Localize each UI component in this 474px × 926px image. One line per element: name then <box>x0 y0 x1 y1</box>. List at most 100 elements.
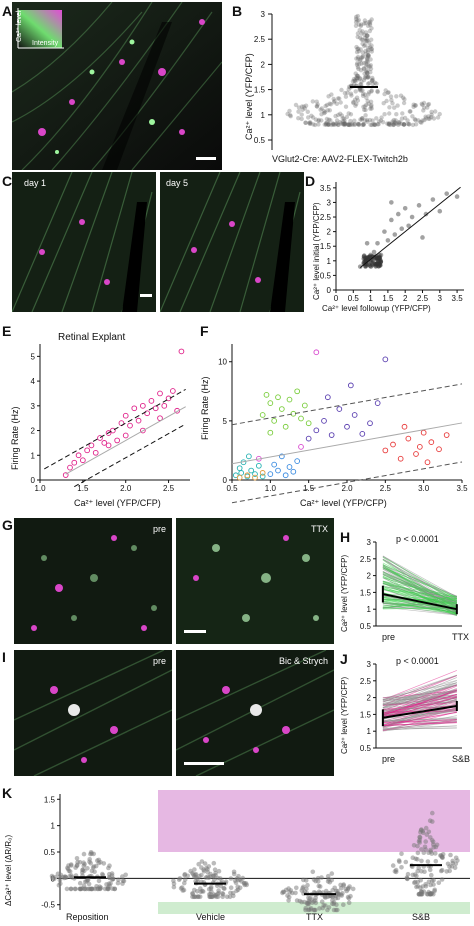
pair-line <box>382 712 457 726</box>
pair-line <box>382 698 457 701</box>
data-point <box>372 122 377 127</box>
data-point <box>171 884 177 890</box>
data-point <box>369 43 374 48</box>
data-point <box>358 117 363 122</box>
data-point <box>157 390 163 397</box>
data-point <box>365 48 371 53</box>
data-point <box>433 109 438 114</box>
data-point <box>352 78 357 84</box>
data-point <box>361 77 367 83</box>
data-point <box>436 446 442 453</box>
data-point <box>363 118 368 123</box>
data-point <box>331 96 336 102</box>
pair-line <box>382 698 457 728</box>
data-point <box>455 858 460 863</box>
data-point <box>116 877 121 882</box>
data-point <box>411 104 416 110</box>
data-point <box>399 116 405 121</box>
data-point <box>324 122 329 127</box>
y-tick-label: 1.5 <box>320 242 332 251</box>
panel-c-day1-image: day 1 <box>12 172 156 312</box>
data-point <box>64 886 70 892</box>
data-point <box>68 886 74 892</box>
data-point <box>88 850 94 855</box>
data-point <box>259 412 266 418</box>
data-point <box>352 122 357 127</box>
data-point <box>389 200 394 205</box>
data-point <box>346 122 352 127</box>
data-point <box>323 122 329 127</box>
data-point <box>329 122 334 128</box>
data-point <box>322 122 327 127</box>
pair-line <box>382 580 457 605</box>
y-tick-label: 0 <box>31 476 36 485</box>
data-point <box>343 104 349 109</box>
data-point <box>330 121 336 126</box>
data-point <box>165 395 172 402</box>
data-point <box>324 394 331 401</box>
data-point <box>370 262 375 268</box>
data-point <box>334 121 340 126</box>
data-point <box>341 119 346 125</box>
data-point <box>381 101 386 106</box>
data-point <box>389 98 394 103</box>
data-point <box>177 876 183 881</box>
data-point <box>354 95 360 100</box>
data-point <box>355 34 360 40</box>
x-tick-label: 2.5 <box>417 294 429 303</box>
data-point <box>81 860 86 865</box>
data-point <box>364 64 369 69</box>
panel-i-bicstrych-image: Bic & Strych <box>176 650 334 776</box>
data-point <box>349 121 355 127</box>
data-point <box>433 858 439 864</box>
data-point <box>170 388 176 394</box>
data-point <box>355 73 360 78</box>
data-point <box>351 100 356 106</box>
data-point <box>423 825 429 831</box>
data-point <box>194 889 200 894</box>
data-point <box>190 891 195 896</box>
data-point <box>429 114 434 120</box>
data-point <box>87 857 92 862</box>
data-point <box>220 891 225 896</box>
data-point <box>114 437 120 444</box>
data-point <box>427 116 432 121</box>
data-point <box>309 113 314 119</box>
data-point <box>112 886 117 892</box>
data-point <box>376 261 382 267</box>
y-tick-label: 0.5 <box>360 622 372 631</box>
data-point <box>316 118 321 124</box>
data-point <box>365 23 371 28</box>
data-point <box>86 881 92 887</box>
data-point <box>95 886 100 892</box>
data-point <box>310 99 315 104</box>
data-point <box>366 19 371 25</box>
y-tick-label: 3 <box>367 538 372 547</box>
panel-g-right-tag: TTX <box>311 524 328 534</box>
data-point <box>362 18 368 23</box>
data-point <box>182 880 187 886</box>
data-point <box>428 835 433 840</box>
data-point <box>375 88 380 94</box>
data-point <box>62 874 68 879</box>
k-up-band <box>158 790 470 852</box>
data-point <box>429 109 434 115</box>
data-point <box>324 116 330 122</box>
data-point <box>311 122 316 127</box>
data-point <box>390 119 395 124</box>
panel-letter-f: F <box>200 323 209 339</box>
data-point <box>96 860 102 866</box>
data-point <box>353 103 358 108</box>
data-point <box>77 880 83 886</box>
data-point <box>362 36 368 41</box>
data-point <box>308 121 313 126</box>
data-point <box>355 61 360 66</box>
data-point <box>65 865 70 871</box>
data-point <box>355 46 360 52</box>
data-point <box>348 118 353 124</box>
data-point <box>360 50 365 55</box>
data-point <box>375 122 380 127</box>
data-point <box>429 878 435 884</box>
pair-line <box>382 682 457 712</box>
data-point <box>429 112 434 117</box>
